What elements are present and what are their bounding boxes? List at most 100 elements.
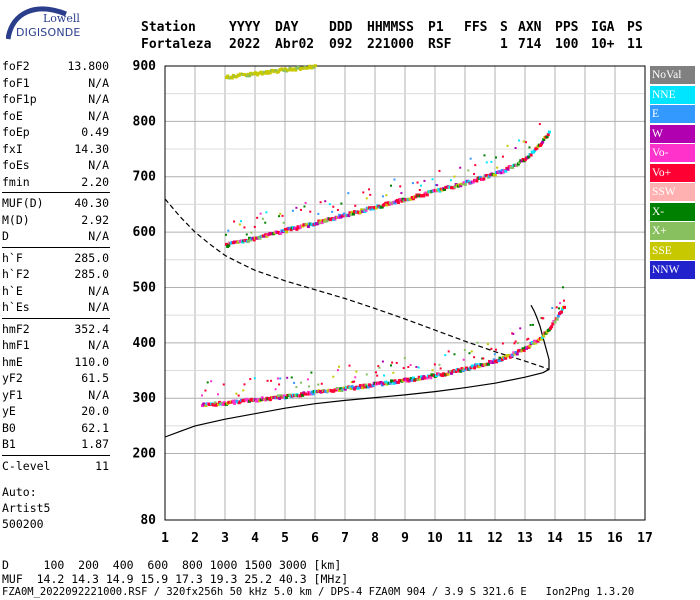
lowell-digisonde-logo: Lowell DIGISONDE [6,4,80,54]
echo-point [313,64,317,68]
echo-point [540,316,542,319]
echo-point [204,389,207,392]
param-value: N/A [88,283,109,298]
echo-point [531,341,535,345]
param-label: D [2,229,9,243]
y-tick-label: 200 [133,447,157,462]
echo-point [331,210,334,213]
echo-point [541,140,545,144]
param-label: yF2 [2,371,23,385]
echo-point [416,181,419,184]
echo-point [527,337,530,340]
echo-point [242,389,245,392]
echo-point [462,181,466,185]
echo-point [246,72,250,76]
echo-point [436,184,439,187]
echo-point [521,347,525,351]
legend-item: Vo- [650,144,695,162]
echo-point [527,155,531,159]
x-tick-label: 1 [161,531,169,546]
echo-point [336,215,340,219]
echo-point [235,392,238,395]
echo-point [274,69,278,73]
echo-point [371,384,375,388]
echo-point [390,364,392,367]
echo-point [563,299,565,302]
echo-point [306,66,310,70]
param-value: N/A [88,300,109,314]
echo-point [470,350,473,353]
echo-point [519,327,522,330]
echo-point [482,177,486,181]
echo-point [295,386,298,389]
x-tick-label: 2 [191,531,199,546]
echo-point [364,383,368,387]
echo-point [258,236,262,240]
param-value: 2.92 [81,212,109,227]
echo-point [338,365,341,368]
echo-point [283,67,287,71]
echo-point [276,70,280,74]
param-row: M(D) 2.92 [2,212,109,228]
echo-point [553,320,557,324]
echo-point [490,160,493,163]
echo-point [310,390,314,394]
y-tick-label: 80 [140,513,156,528]
echo-point [264,71,268,75]
echo-point [256,216,259,219]
echo-point [438,169,441,172]
echo-point [501,155,504,158]
echo-point [300,381,302,384]
echo-point [305,223,309,227]
param-row: yF2 61.5 [2,370,109,386]
x-tick-label: 12 [487,531,503,546]
echo-point [251,236,255,240]
param-label: C-level [2,458,51,473]
echo-point [446,372,450,376]
echo-point [511,353,515,357]
echo-point [363,385,367,389]
echo-point [485,173,489,177]
param-row: hmF2 352.4 [2,321,109,337]
legend-item: W [650,124,695,143]
echo-point [268,71,272,75]
echo-point [333,217,337,221]
echo-point [324,200,327,203]
echo-point [407,365,410,368]
legend-item: SSW [650,183,695,201]
echo-point [396,201,400,205]
echo-point [256,73,260,77]
echo-point [490,347,493,350]
echo-point [212,403,216,407]
echo-point [476,341,479,344]
echo-point [285,230,288,234]
echo-point [416,378,420,382]
echo-point [399,197,403,201]
echo-point [265,70,269,74]
echo-point [384,201,388,205]
polarization-legend: NoVal NNE E W Vo- Vo+ SSW X- X+ SSE NNW [650,66,695,281]
legend-item: NNW [650,261,695,279]
echo-point [528,344,532,348]
echo-point [515,352,519,356]
echo-point [380,205,384,209]
y-tick-label: 300 [133,391,157,406]
echo-point [237,394,240,397]
param-value: 40.30 [74,196,109,210]
echo-point [469,157,472,160]
param-value: 14.30 [74,141,109,156]
legend-item: E [650,105,695,123]
echo-point [473,173,476,176]
echo-point [550,325,554,329]
echo-point [545,135,549,139]
param-row: B1 1.87 [2,436,109,452]
echo-point [252,238,256,242]
echo-point [291,209,294,212]
echo-point [305,392,309,396]
hdr-value-hhmmss: 221000 [367,37,414,52]
echo-point [253,377,256,380]
echo-point [298,394,302,398]
echo-point [350,210,354,214]
echo-point [293,381,296,384]
param-value: 285.0 [74,250,109,265]
